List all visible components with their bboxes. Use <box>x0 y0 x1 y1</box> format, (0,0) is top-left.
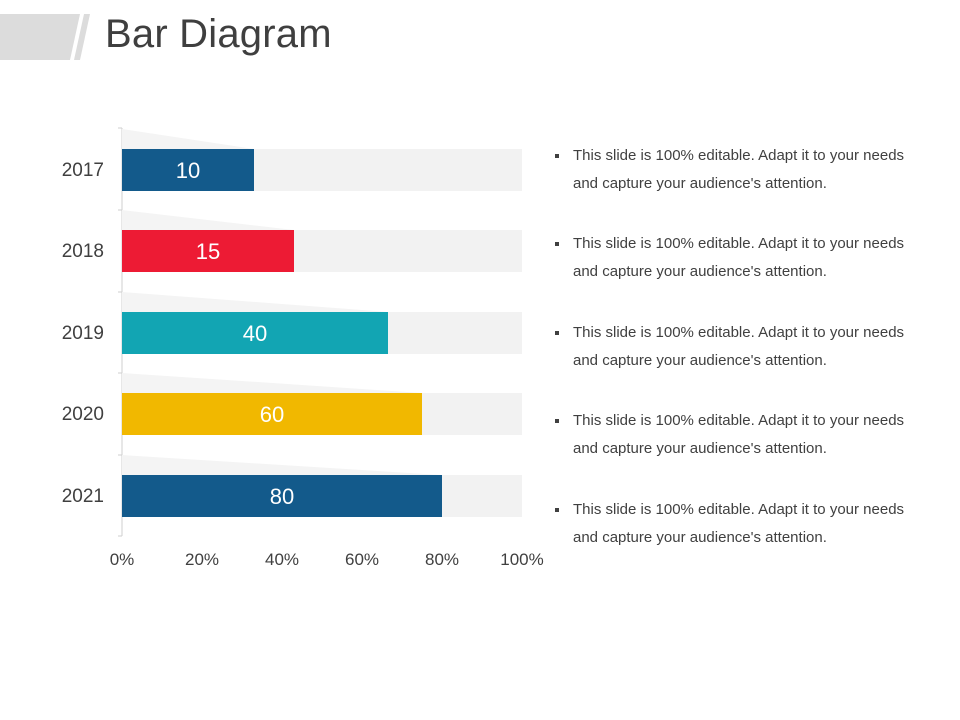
title-accent-band <box>0 14 90 60</box>
category-label-2021: 2021 <box>62 486 104 507</box>
bullet-text: This slide is 100% editable. Adapt it to… <box>573 324 905 369</box>
bullet-text: This slide is 100% editable. Adapt it to… <box>573 501 905 546</box>
category-label-2018: 2018 <box>62 241 104 262</box>
bar-shadow-2018 <box>122 210 294 230</box>
bullet-text: This slide is 100% editable. Adapt it to… <box>573 147 905 192</box>
x-tick-label-5: 100% <box>500 550 543 569</box>
bar-shadow-2019 <box>122 292 388 312</box>
bar-value-label-2021: 80 <box>270 484 294 509</box>
bar-value-label-2018: 15 <box>196 239 220 264</box>
category-label-2019: 2019 <box>62 323 104 344</box>
bar-shadow-2021 <box>122 455 442 475</box>
bar-2017 <box>122 149 254 191</box>
bullet-square-icon <box>555 242 559 246</box>
x-tick-label-1: 20% <box>185 550 219 569</box>
bullet-square-icon <box>555 154 559 158</box>
x-tick-label-2: 40% <box>265 550 299 569</box>
bullet-text: This slide is 100% editable. Adapt it to… <box>573 412 905 457</box>
bullet-square-icon <box>555 419 559 423</box>
category-label-2020: 2020 <box>62 404 104 425</box>
bar-2018 <box>122 230 294 272</box>
bar-chart: 10 2017 15 2018 40 2019 60 2020 80 2021 0% 20% 40% 60… <box>62 127 544 569</box>
bar-shadow-2017 <box>122 129 254 149</box>
bar-2020 <box>122 393 422 435</box>
bullet-square-icon <box>555 508 559 512</box>
bar-2021 <box>122 475 442 517</box>
bar-2019 <box>122 312 388 354</box>
category-label-2017: 2017 <box>62 160 104 181</box>
bar-value-label-2019: 40 <box>243 321 267 346</box>
bullet-square-icon <box>555 331 559 335</box>
bar-shadow-2020 <box>122 373 422 393</box>
bullet-text: This slide is 100% editable. Adapt it to… <box>573 235 905 280</box>
bar-value-label-2017: 10 <box>176 158 200 183</box>
x-tick-label-4: 80% <box>425 550 459 569</box>
x-tick-label-0: 0% <box>110 550 135 569</box>
slide-title: Bar Diagram <box>105 12 332 56</box>
bar-value-label-2020: 60 <box>260 402 284 427</box>
x-tick-label-3: 60% <box>345 550 379 569</box>
